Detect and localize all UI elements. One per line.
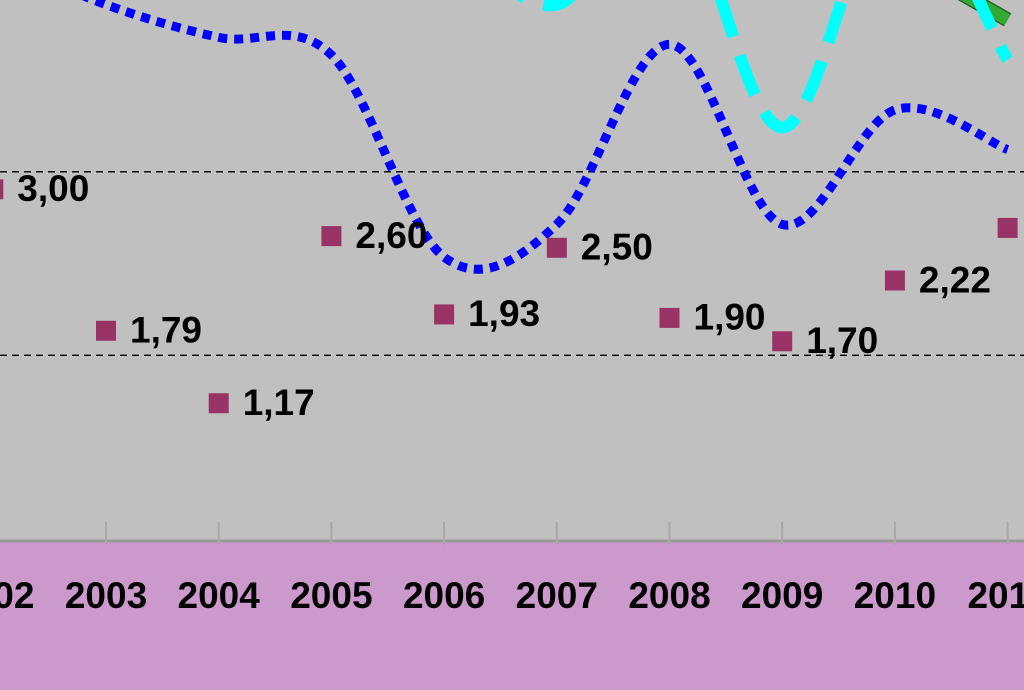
x-tick-label: 2003 bbox=[65, 575, 147, 616]
marker bbox=[659, 307, 680, 328]
x-tick-label: 2006 bbox=[403, 575, 485, 616]
marker bbox=[208, 393, 229, 414]
marker bbox=[0, 179, 4, 200]
x-tick-label: 2011 bbox=[967, 575, 1024, 616]
series-line bbox=[960, 0, 1011, 26]
x-tick-label: 2007 bbox=[516, 575, 598, 616]
x-tick-label: 2002 bbox=[0, 575, 34, 616]
marker bbox=[884, 270, 905, 291]
plot bbox=[0, 0, 1024, 414]
x-tick-label: 2008 bbox=[628, 575, 710, 616]
marker bbox=[772, 331, 793, 352]
axis-band bbox=[0, 540, 1024, 690]
value-label: 1,79 bbox=[130, 310, 202, 351]
value-label: 2,60 bbox=[355, 215, 427, 256]
series-line bbox=[81, 0, 1010, 274]
x-tick-label: 2005 bbox=[290, 575, 372, 616]
x-tick-label: 2004 bbox=[178, 575, 261, 616]
series-line bbox=[516, 0, 1013, 134]
value-label: 1,17 bbox=[243, 382, 315, 423]
marker bbox=[434, 304, 455, 325]
value-label: 2,50 bbox=[581, 227, 653, 268]
marker bbox=[997, 217, 1018, 238]
marker bbox=[546, 237, 567, 258]
marker bbox=[96, 320, 116, 341]
value-label: 1,90 bbox=[694, 297, 766, 338]
marker bbox=[321, 226, 342, 247]
x-tick-label: 2009 bbox=[741, 575, 823, 616]
value-label: 2,22 bbox=[919, 259, 991, 300]
value-label: 3,00 bbox=[17, 168, 89, 209]
x-tick-label: 2010 bbox=[854, 575, 936, 616]
plot-area bbox=[0, 0, 1024, 540]
value-label: 1,70 bbox=[806, 320, 878, 361]
value-label: 1,93 bbox=[468, 293, 540, 334]
